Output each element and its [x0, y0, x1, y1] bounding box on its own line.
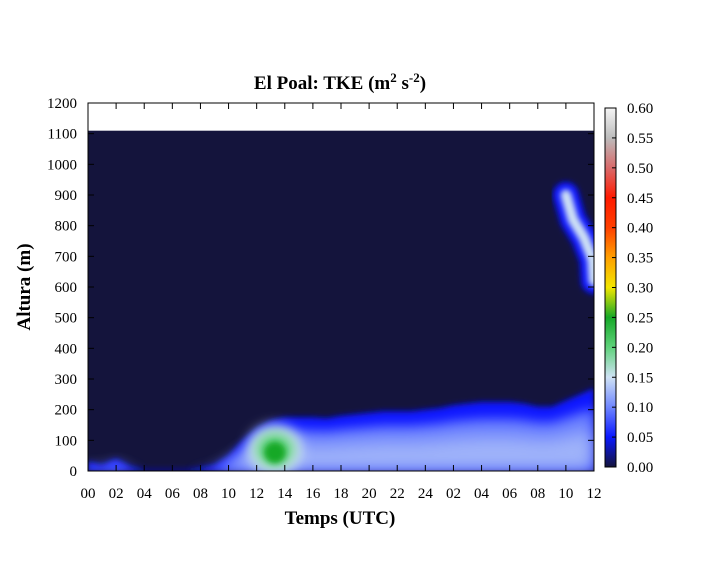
y-tick-label: 300 [55, 372, 78, 388]
y-tick-label: 800 [55, 219, 78, 235]
y-tick-label: 700 [55, 249, 78, 265]
colorbar-tick-label: 0.45 [627, 191, 653, 207]
x-tick-label: 12 [587, 486, 602, 502]
x-tick-label: 24 [418, 486, 434, 502]
x-tick-label: 14 [277, 486, 293, 502]
x-tick-label: 08 [530, 486, 545, 502]
colorbar-tick-label: 0.05 [627, 430, 653, 446]
colorbar-tick-label: 0.00 [627, 460, 653, 476]
tke-core-peak [264, 441, 286, 464]
x-tick-label: 04 [137, 486, 153, 502]
y-tick-label: 400 [55, 341, 78, 357]
x-tick-label: 10 [558, 486, 573, 502]
x-tick-label: 22 [390, 486, 405, 502]
x-tick-label: 04 [474, 486, 490, 502]
colorbar-tick-label: 0.10 [627, 400, 653, 416]
colorbar-tick-label: 0.55 [627, 131, 653, 147]
y-axis-title: Altura (m) [14, 243, 35, 330]
heatmap-field [88, 130, 594, 471]
tke-plume-inner [560, 189, 594, 287]
x-axis-title: Temps (UTC) [285, 508, 396, 529]
colorbar-tick-label: 0.35 [627, 251, 653, 267]
y-tick-label: 100 [55, 433, 78, 449]
y-tick-label: 200 [55, 403, 78, 419]
x-tick-label: 20 [362, 486, 377, 502]
y-tick-label: 900 [55, 188, 78, 204]
colorbar-tick-label: 0.20 [627, 340, 653, 356]
x-tick-label: 08 [193, 486, 208, 502]
colorbar-tick-label: 0.50 [627, 161, 653, 177]
x-tick-label: 06 [165, 486, 181, 502]
y-tick-label: 500 [55, 311, 78, 327]
tke-envelope-inner [88, 428, 594, 471]
y-tick-label: 600 [55, 280, 78, 296]
x-tick-label: 12 [249, 486, 264, 502]
colorbar-tick-label: 0.40 [627, 221, 653, 237]
x-tick-label: 02 [109, 486, 124, 502]
x-tick-label: 18 [334, 486, 349, 502]
x-tick-label: 00 [81, 486, 96, 502]
y-axis: 0 100 200 300 400 500 600 700 800 900 1000 1100 1200 [47, 96, 594, 480]
colorbar-axis: 0.00 0.05 0.10 0.15 0.20 0.25 0.30 0.35 0.40 0.45… [612, 101, 653, 476]
y-tick-label: 1100 [48, 127, 77, 143]
colorbar-tick-label: 0.25 [627, 310, 653, 326]
y-tick-label: 0 [70, 464, 78, 480]
colorbar-tick-label: 0.15 [627, 370, 653, 386]
chart-title: El Poal: TKE (m2 s-2) [254, 70, 426, 94]
x-tick-label: 06 [502, 486, 518, 502]
colorbar-tick-label: 0.60 [627, 101, 653, 117]
x-tick-label: 16 [305, 486, 321, 502]
x-axis: 00 02 04 06 08 10 12 14 16 18 20 22 24 02 04 06 08 10 12 [81, 103, 602, 502]
colorbar-tick-label: 0.30 [627, 281, 653, 297]
x-tick-label: 10 [221, 486, 236, 502]
y-tick-label: 1000 [47, 157, 77, 173]
y-tick-label: 1200 [47, 96, 77, 112]
x-tick-label: 02 [446, 486, 461, 502]
